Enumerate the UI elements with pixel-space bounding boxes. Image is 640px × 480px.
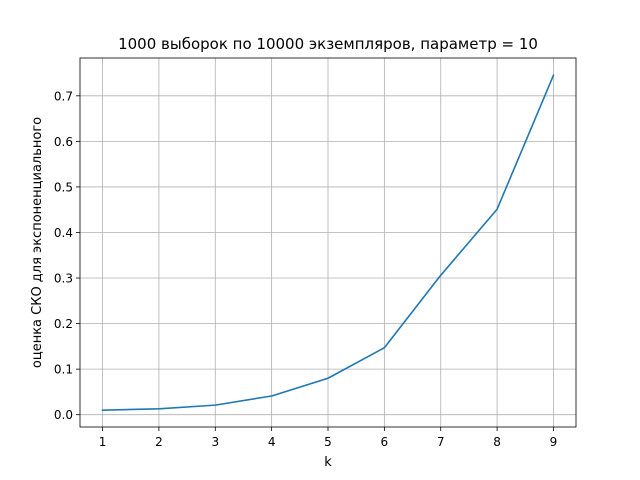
x-tick-label: 3: [211, 435, 219, 449]
y-tick-label: 0.7: [54, 89, 73, 103]
y-tick-label: 0.4: [54, 226, 73, 240]
x-tick-label: 6: [381, 435, 389, 449]
chart-title: 1000 выборок по 10000 экземпляров, парам…: [118, 35, 538, 53]
x-tick-label: 5: [324, 435, 332, 449]
y-tick-label: 0.3: [54, 272, 73, 286]
x-tick-label: 4: [268, 435, 276, 449]
x-tick-label: 8: [493, 435, 501, 449]
x-tick-label: 9: [550, 435, 558, 449]
series-layer: [101, 74, 555, 411]
y-tick-label: 0.1: [54, 363, 73, 377]
y-tick-label: 0.5: [54, 180, 73, 194]
x-tick-label: 2: [155, 435, 163, 449]
x-axis-label: k: [324, 455, 332, 470]
y-tick-label: 0.6: [54, 135, 73, 149]
ticks: 1 2 3 4 5 6 7 8 9 0.0 0.1 0.2 0.3 0.4 0.5 0.6 0.7: [54, 89, 557, 449]
x-tick-label: 1: [99, 435, 107, 449]
y-axis-label: оценка СКО для экспоненциального: [30, 117, 45, 368]
series-line: [101, 74, 555, 411]
y-tick-label: 0.2: [54, 317, 73, 331]
grid: [80, 58, 576, 427]
y-tick-label: 0.0: [54, 408, 73, 422]
x-tick-label: 7: [437, 435, 445, 449]
